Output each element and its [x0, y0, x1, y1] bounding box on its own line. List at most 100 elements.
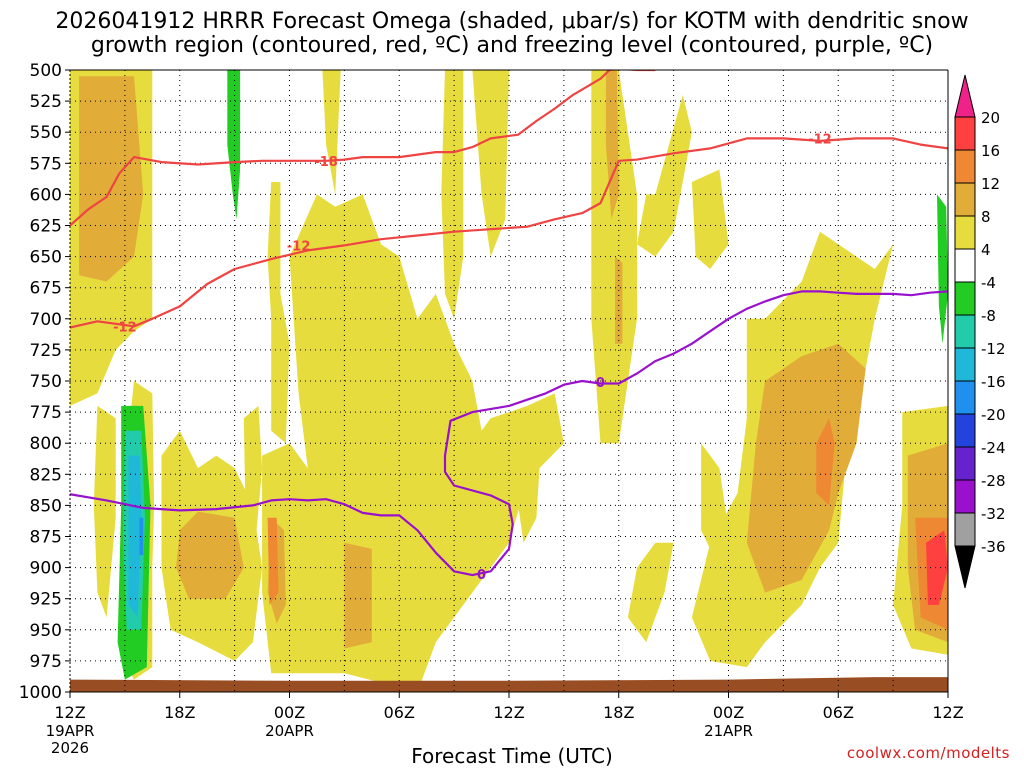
colorbar-bin--12--8 [954, 314, 976, 349]
x-tick-label-42: 06Z [823, 703, 854, 722]
colorbar-over-triangle [954, 74, 976, 118]
chart-title-line-2: growth region (contoured, red, ºC) and f… [90, 33, 934, 58]
colorbar-bin-4-8 [954, 215, 976, 250]
plot-area: -12 -18 -12 0 0 -12 [70, 70, 948, 692]
x-date-label-36: 21APR [704, 722, 753, 740]
colorbar-bin--28--24 [954, 446, 976, 481]
x-axis-title: Forecast Time (UTC) [411, 744, 613, 768]
y-tick-label-500: 500 [30, 61, 62, 81]
colorbar-label-1: 16 [981, 142, 1000, 160]
omega-region-w-21 [637, 94, 692, 257]
y-tick-label-1000: 1000 [19, 683, 62, 703]
x-tick-label-18: 06Z [384, 703, 415, 722]
x-year-label: 2026 [51, 739, 89, 757]
contour-label-freezing-level-0: 0 [477, 568, 486, 583]
colorbar-label-8: -16 [981, 373, 1006, 391]
omega-region-w-27 [816, 418, 835, 506]
contour-label-text: -18 [314, 155, 338, 170]
omega-region-w-3 [93, 405, 116, 618]
x-tick-label-0: 12Z [54, 703, 85, 722]
omega-region-w-26 [746, 343, 866, 593]
y-tick-label-700: 700 [30, 310, 62, 330]
omega-region-w-6 [176, 511, 244, 599]
contour-label-dgz-upper-0: -12 [113, 320, 137, 335]
y-tick-label-875: 875 [30, 528, 62, 548]
x-tick-label-6: 18Z [164, 703, 195, 722]
y-tick-label-900: 900 [30, 559, 62, 579]
credit-link[interactable]: coolwx.com/modelts [846, 744, 1010, 762]
colorbar-under-triangle [954, 545, 976, 589]
colorbar-bin--4-4 [954, 248, 976, 283]
colorbar-label-11: -28 [981, 472, 1006, 490]
omega-region-w-8 [227, 70, 241, 220]
y-tick-label-650: 650 [30, 248, 62, 268]
y-tick-label-600: 600 [30, 185, 62, 205]
omega-region-w-14 [441, 70, 464, 319]
colorbar-label-13: -36 [981, 538, 1006, 556]
omega-region-w-2 [79, 76, 144, 282]
contour-label-dgz-lower-1: -12 [808, 132, 832, 147]
colorbar-label-10: -24 [981, 439, 1006, 457]
contour-freezing-level [70, 290, 948, 577]
colorbar-label-12: -32 [981, 505, 1006, 523]
colorbar-label-0: 20 [981, 109, 1000, 127]
omega-region-w-9 [267, 182, 290, 444]
colorbar: 20 16 12 8 4 -4 -8 -12 -16 -20 -24 -28 -32 -36 [954, 74, 1006, 589]
colorbar-bin--16--12 [954, 347, 976, 382]
colorbar-label-9: -20 [981, 406, 1006, 424]
chart-title-line-1: 2026041912 HRRR Forecast Omega (shaded, … [55, 9, 969, 34]
y-tick-label-725: 725 [30, 341, 62, 361]
contour-label-text: 0 [477, 568, 486, 583]
omega-region-w-35 [128, 455, 142, 618]
y-tick-label-825: 825 [30, 465, 62, 485]
colorbar-bin-8-12 [954, 182, 976, 217]
y-tick-label-525: 525 [30, 92, 62, 112]
y-tick-label-975: 975 [30, 652, 62, 672]
colorbar-label-7: -12 [981, 340, 1006, 358]
x-date-label-12: 20APR [265, 722, 314, 740]
contour-dgz-lower [70, 70, 656, 227]
omega-region-w-31 [926, 530, 948, 605]
omega-region-w-17 [344, 542, 372, 649]
colorbar-label-3: 8 [981, 208, 991, 226]
y-tick-label-575: 575 [30, 154, 62, 174]
colorbar-label-6: -8 [981, 307, 996, 325]
x-tick-label-48: 12Z [932, 703, 963, 722]
omega-region-w-22 [691, 169, 729, 269]
y-tick-label-550: 550 [30, 123, 62, 143]
contour-label-text: -12 [808, 132, 832, 147]
colorbar-label-5: -4 [981, 274, 996, 292]
omega-region-w-32 [937, 194, 948, 344]
x-date-label-0: 19APR [46, 722, 95, 740]
y-tick-label-675: 675 [30, 279, 62, 299]
y-tick-label-925: 925 [30, 590, 62, 610]
colorbar-label-2: 12 [981, 175, 1000, 193]
colorbar-bin--20--16 [954, 380, 976, 415]
x-tick-label-12: 00Z [274, 703, 305, 722]
contour-label-dgz-upper-mid: -12 [287, 239, 311, 254]
omega-region-w-24 [627, 542, 674, 643]
y-tick-label-775: 775 [30, 403, 62, 423]
omega-region-w-37 [267, 517, 279, 605]
x-tick-label-24: 12Z [493, 703, 524, 722]
contour-label-freezing-level-1: 0 [596, 376, 605, 391]
colorbar-bin--8--4 [954, 281, 976, 316]
omega-region-w-16 [514, 418, 542, 543]
colorbar-bin--32--28 [954, 479, 976, 514]
colorbar-label-4: 4 [981, 241, 991, 259]
omega-region-w-7 [243, 405, 263, 531]
omega-region-w-13 [322, 70, 341, 195]
colorbar-bin-16-20 [954, 116, 976, 151]
y-tick-label-800: 800 [30, 434, 62, 454]
colorbar-bin--24--20 [954, 413, 976, 448]
colorbar-bin-12-16 [954, 149, 976, 184]
y-tick-label-950: 950 [30, 621, 62, 641]
contour-label-text: 0 [596, 376, 605, 391]
y-tick-label-850: 850 [30, 496, 62, 516]
colorbar-bin--36--32 [954, 512, 976, 547]
y-tick-label-750: 750 [30, 372, 62, 392]
x-tick-label-30: 18Z [603, 703, 634, 722]
contour-dgz-upper [70, 137, 948, 329]
contour-label-dgz-lower-0: -18 [314, 155, 338, 170]
